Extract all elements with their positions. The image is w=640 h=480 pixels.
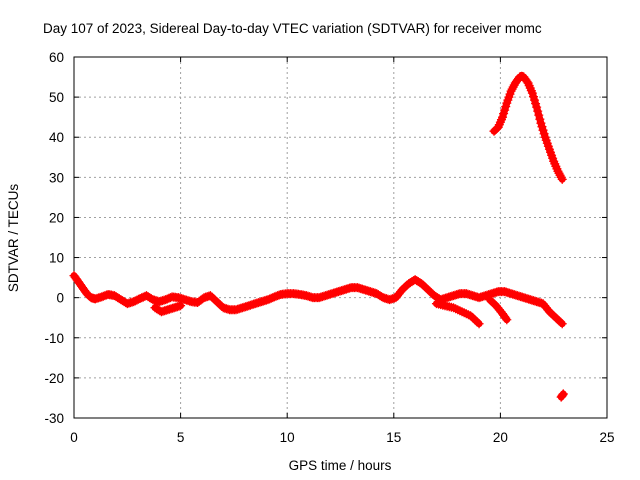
data-point (459, 308, 469, 318)
chart-title: Day 107 of 2023, Sidereal Day-to-day VTE… (43, 21, 542, 36)
data-point (468, 313, 478, 323)
data-point (557, 174, 567, 184)
data-point (556, 317, 566, 327)
x-tick-label: 20 (493, 430, 508, 445)
data-point (451, 304, 461, 314)
data-point (470, 315, 480, 325)
y-tick-label: 50 (49, 90, 64, 105)
y-tick-label: -20 (44, 371, 64, 386)
data-point (557, 319, 567, 329)
y-tick-label: 30 (49, 170, 64, 185)
y-axis-label: SDTVAR / TECUs (6, 184, 21, 293)
data-point (453, 305, 463, 315)
data-point (474, 319, 484, 329)
data-point (553, 166, 563, 176)
data-point (466, 311, 476, 321)
data-point (533, 106, 543, 116)
y-tick-label: 40 (49, 130, 64, 145)
y-tick-label: -30 (44, 411, 64, 426)
x-tick-label: 25 (599, 430, 614, 445)
y-tick-label: 60 (49, 50, 64, 65)
data-point (555, 170, 565, 180)
data-point (554, 168, 564, 178)
data-point (556, 172, 566, 182)
data-point (534, 110, 544, 120)
plot-frame (73, 56, 608, 419)
data-point (507, 84, 517, 94)
data-point (457, 307, 467, 317)
data-point (448, 303, 458, 313)
axis-ticks: 0 5 10 15 20 25 -30 -20 -10 0 10 20 30 40 50 60 (44, 50, 614, 445)
data-point (532, 102, 542, 112)
y-tick-label: 10 (49, 251, 64, 266)
data-point (472, 317, 482, 327)
y-tick-label: 20 (49, 210, 64, 225)
y-tick-label: -10 (44, 331, 64, 346)
data-point (501, 313, 511, 323)
data-point (558, 389, 568, 399)
data-point (502, 315, 512, 325)
x-tick-label: 10 (280, 430, 295, 445)
data-marks (69, 71, 568, 402)
data-point (535, 114, 545, 124)
grid (74, 57, 607, 418)
data-point (176, 301, 186, 311)
y-tick-label: 0 (56, 291, 64, 306)
x-tick-label: 0 (70, 430, 78, 445)
data-point (522, 77, 532, 87)
x-tick-label: 15 (386, 430, 401, 445)
data-point (455, 306, 465, 316)
data-point (506, 86, 516, 96)
data-point (461, 309, 471, 319)
data-point (508, 82, 518, 92)
data-point (491, 124, 501, 134)
x-axis-label: GPS time / hours (289, 458, 392, 473)
x-tick-label: 5 (177, 430, 185, 445)
